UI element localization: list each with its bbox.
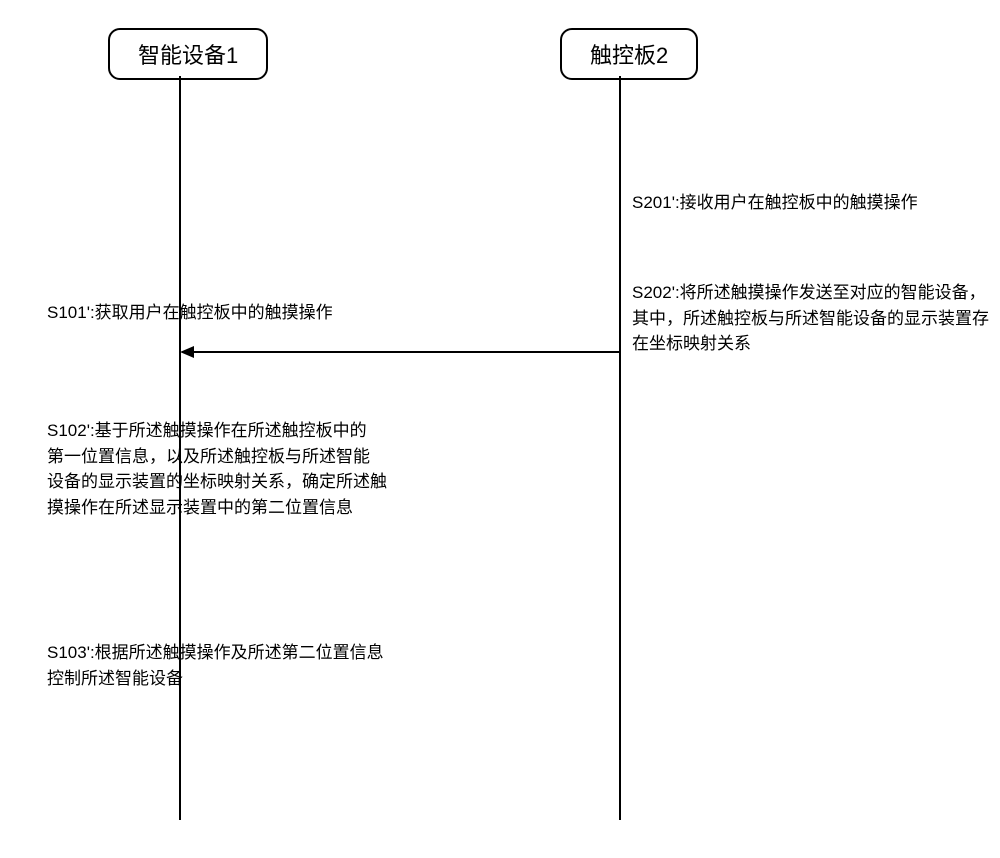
arrow-s202-line bbox=[182, 351, 620, 353]
msg-s101: S101':获取用户在触控板中的触摸操作 bbox=[47, 300, 333, 326]
actor-box-device: 智能设备1 bbox=[108, 28, 268, 80]
actor-label: 触控板2 bbox=[590, 43, 668, 68]
lifeline-touchpad bbox=[619, 76, 621, 820]
arrow-s202-head bbox=[180, 346, 194, 358]
sequence-diagram: 智能设备1 触控板2 S201':接收用户在触控板中的触摸操作 S202':将所… bbox=[0, 0, 1000, 858]
msg-s201: S201':接收用户在触控板中的触摸操作 bbox=[632, 190, 918, 216]
msg-s103: S103':根据所述触摸操作及所述第二位置信息 控制所述智能设备 bbox=[47, 640, 384, 691]
msg-s202: S202':将所述触摸操作发送至对应的智能设备， 其中，所述触控板与所述智能设备… bbox=[632, 280, 1000, 357]
actor-label: 智能设备1 bbox=[138, 43, 238, 68]
actor-box-touchpad: 触控板2 bbox=[560, 28, 698, 80]
msg-s102: S102':基于所述触摸操作在所述触控板中的 第一位置信息，以及所述触控板与所述… bbox=[47, 418, 387, 520]
